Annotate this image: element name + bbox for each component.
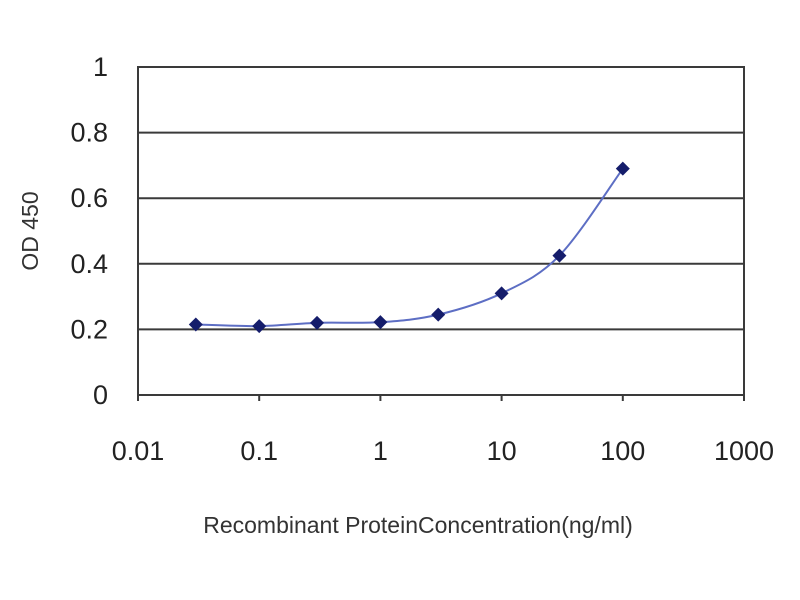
data-point-marker xyxy=(494,286,509,301)
x-tick-label: 0.1 xyxy=(240,436,278,466)
y-tick-label: 1 xyxy=(93,52,108,82)
x-axis-tick-labels: 0.01 0.1 1 10 100 1000 xyxy=(112,436,774,466)
y-tick-label: 0.6 xyxy=(70,183,108,213)
data-point-marker xyxy=(252,319,267,334)
data-point-marker xyxy=(431,307,446,322)
y-tick-label: 0.2 xyxy=(70,314,108,344)
data-point-marker xyxy=(310,315,325,330)
y-tick-label: 0.4 xyxy=(70,249,108,279)
data-point-marker xyxy=(188,317,203,332)
x-tick-label: 0.01 xyxy=(112,436,165,466)
x-axis-label: Recombinant ProteinConcentration(ng/ml) xyxy=(203,512,633,538)
y-tick-label: 0.8 xyxy=(70,118,108,148)
x-tick-label: 1 xyxy=(373,436,388,466)
series-points-group xyxy=(188,161,630,334)
y-axis-label: OD 450 xyxy=(17,191,43,270)
data-point-marker xyxy=(373,315,388,330)
y-axis-tick-labels: 0 0.2 0.4 0.6 0.8 1 xyxy=(70,52,108,410)
data-point-marker xyxy=(552,248,567,263)
x-tick-label: 1000 xyxy=(714,436,774,466)
x-axis-ticks xyxy=(137,395,745,401)
grid-lines xyxy=(138,131,744,331)
data-point-marker xyxy=(615,161,630,176)
plot-area xyxy=(137,66,745,396)
x-tick-label: 10 xyxy=(487,436,517,466)
x-tick-label: 100 xyxy=(600,436,645,466)
y-tick-label: 0 xyxy=(93,380,108,410)
